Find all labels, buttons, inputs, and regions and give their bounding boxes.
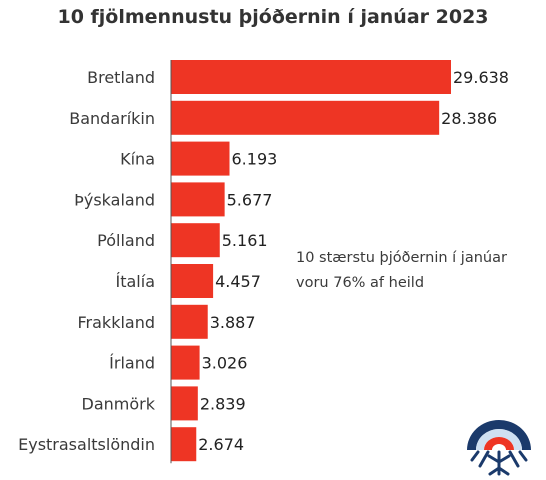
bar-1 bbox=[171, 100, 440, 135]
value-label: 6.193 bbox=[232, 150, 278, 169]
bar-5 bbox=[171, 264, 214, 298]
category-label: Ítalía bbox=[116, 272, 156, 291]
logo-middle-arch bbox=[476, 429, 522, 450]
category-label: Frakkland bbox=[78, 313, 156, 332]
logo-inner-arch bbox=[484, 437, 514, 450]
category-label: Bretland bbox=[87, 68, 155, 87]
logo-snowflake bbox=[470, 450, 528, 476]
value-label: 28.386 bbox=[441, 109, 497, 128]
category-label: Eystrasaltslöndin bbox=[18, 435, 155, 454]
value-label: 5.677 bbox=[227, 190, 273, 209]
value-label: 5.161 bbox=[222, 231, 268, 250]
value-label: 3.026 bbox=[202, 354, 248, 373]
category-label: Pólland bbox=[97, 231, 155, 250]
bar-2 bbox=[171, 141, 230, 176]
chart-annotation: 10 stærstu þjóðernin í janúar voru 76% a… bbox=[296, 250, 507, 291]
value-label: 4.457 bbox=[215, 272, 261, 291]
category-label: Bandaríkin bbox=[69, 109, 155, 128]
bridge-snowflake-logo-icon bbox=[467, 420, 531, 476]
value-label: 2.839 bbox=[200, 394, 246, 413]
bar-3 bbox=[171, 182, 225, 217]
bar-0 bbox=[171, 60, 451, 94]
bar-6 bbox=[171, 304, 208, 339]
bar-8 bbox=[171, 386, 198, 421]
category-label: Þýskaland bbox=[74, 190, 155, 209]
bar-4 bbox=[171, 223, 220, 258]
value-label: 3.887 bbox=[210, 313, 256, 332]
logo-outer-arch bbox=[467, 420, 531, 450]
bars-layer: Bretland 29.638 Bandaríkin 28.386 Kína 6.193 Þ… bbox=[18, 60, 509, 462]
chart-title: 10 fjölmennustu þjóðernin í janúar 2023 bbox=[57, 6, 489, 28]
bar-9 bbox=[171, 427, 197, 462]
category-label: Danmörk bbox=[82, 394, 156, 413]
value-label: 29.638 bbox=[453, 68, 509, 87]
category-label: Írland bbox=[109, 354, 155, 373]
bar-7 bbox=[171, 345, 200, 380]
category-label: Kína bbox=[120, 150, 155, 169]
value-label: 2.674 bbox=[198, 435, 244, 454]
